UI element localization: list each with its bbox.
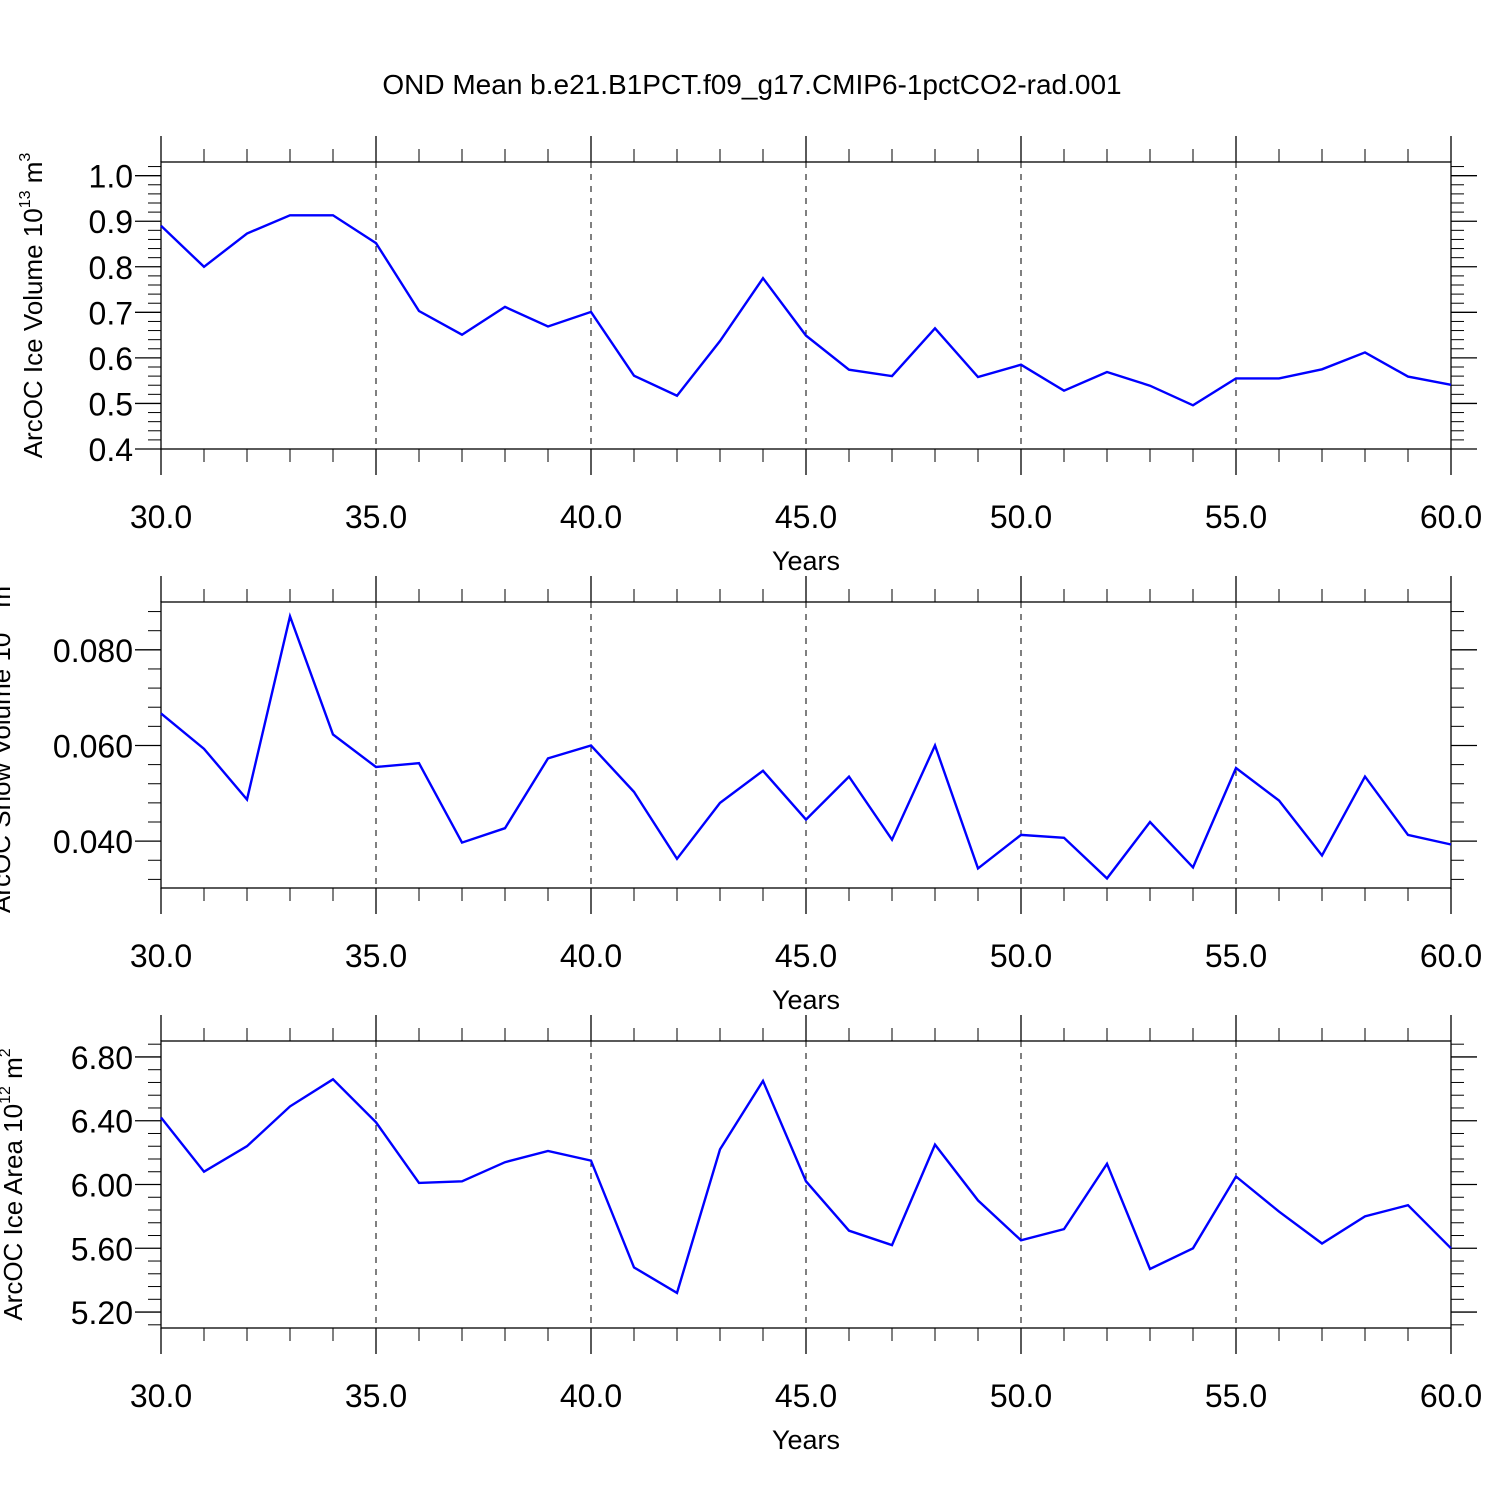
- y-tick-label: 0.060: [53, 728, 133, 764]
- x-tick-label: 35.0: [345, 938, 407, 974]
- y-axis-label-text: ArcOC Ice Volume 10: [18, 208, 48, 458]
- x-tick-label: 45.0: [775, 938, 837, 974]
- y-tick-label: 0.6: [89, 341, 133, 377]
- y-tick-label: 0.4: [89, 432, 133, 468]
- x-tick-label: 60.0: [1420, 938, 1482, 974]
- y-axis-label-unit-exponent: 2: [0, 1048, 14, 1057]
- y-axis-label-text: ArcOC Ice Area 10: [0, 1104, 28, 1321]
- y-tick-label: 0.7: [89, 295, 133, 331]
- x-tick-label: 35.0: [345, 1378, 407, 1414]
- y-tick-label: 1.0: [89, 159, 133, 195]
- y-tick-label: 6.80: [71, 1040, 133, 1076]
- x-tick-label: 50.0: [990, 938, 1052, 974]
- x-axis-label: Years: [772, 546, 840, 576]
- y-axis-label: ArcOC Ice Area 1012 m2: [0, 1048, 28, 1320]
- y-axis-label-unit: m: [0, 586, 16, 615]
- y-tick-label: 6.00: [71, 1168, 133, 1204]
- x-tick-label: 50.0: [990, 1378, 1052, 1414]
- series-line: [160, 1077, 1452, 1295]
- y-axis-label-text: ArcOC Snow Volume 10: [0, 633, 16, 913]
- y-tick-label: 0.080: [53, 633, 133, 669]
- y-axis-label-exponent: 13: [0, 615, 2, 633]
- series-line: [160, 214, 1452, 407]
- figure-title: OND Mean b.e21.B1PCT.f09_g17.CMIP6-1pctC…: [382, 69, 1121, 100]
- y-axis-label-exponent: 13: [17, 190, 34, 208]
- y-axis-label-unit-exponent: 3: [17, 153, 34, 162]
- y-tick-label: 0.8: [89, 250, 133, 286]
- chart-panel-1: 30.0 35.0 40.0 45.0 50.0 55.0 60.0 Years 0.4 0.5 0…: [17, 136, 1482, 576]
- y-tick-label: 0.5: [89, 386, 133, 422]
- y-tick-label: 5.60: [71, 1231, 133, 1267]
- x-axis-label: Years: [772, 1425, 840, 1455]
- y-axis-label: ArcOC Ice Volume 1013 m3: [17, 153, 48, 459]
- x-tick-label: 55.0: [1205, 1378, 1267, 1414]
- y-axis-label-unit-exponent: 3: [0, 577, 2, 586]
- y-tick-label: 6.40: [71, 1104, 133, 1140]
- x-tick-label: 30.0: [130, 499, 192, 535]
- x-tick-label: 55.0: [1205, 938, 1267, 974]
- x-axis-label: Years: [772, 985, 840, 1015]
- chart-panel-2: 30.0 35.0 40.0 45.0 50.0 55.0 60.0 Years 0.040 0.…: [0, 576, 1482, 1015]
- x-tick-label: 50.0: [990, 499, 1052, 535]
- series-line: [160, 612, 1452, 881]
- x-tick-label: 40.0: [560, 499, 622, 535]
- y-tick-label: 5.20: [71, 1295, 133, 1331]
- x-tick-label: 60.0: [1420, 1378, 1482, 1414]
- y-tick-label: 0.040: [53, 824, 133, 860]
- y-axis-label-exponent: 12: [0, 1086, 14, 1104]
- x-tick-label: 55.0: [1205, 499, 1267, 535]
- x-tick-label: 45.0: [775, 499, 837, 535]
- x-tick-label: 60.0: [1420, 499, 1482, 535]
- x-tick-label: 30.0: [130, 1378, 192, 1414]
- x-tick-label: 40.0: [560, 938, 622, 974]
- x-tick-label: 45.0: [775, 1378, 837, 1414]
- y-axis-label: ArcOC Snow Volume 1013 m3: [0, 577, 16, 913]
- chart-panels: 30.0 35.0 40.0 45.0 50.0 55.0 60.0 Years 0.4 0.5 0…: [0, 136, 1482, 1455]
- y-axis-label-unit: m: [0, 1057, 28, 1086]
- x-tick-label: 40.0: [560, 1378, 622, 1414]
- y-tick-label: 0.9: [89, 204, 133, 240]
- x-tick-label: 30.0: [130, 938, 192, 974]
- chart-panel-3: 30.0 35.0 40.0 45.0 50.0 55.0 60.0 Years 5.20 5.6…: [0, 1015, 1482, 1455]
- y-axis-label-unit: m: [18, 162, 48, 191]
- x-tick-label: 35.0: [345, 499, 407, 535]
